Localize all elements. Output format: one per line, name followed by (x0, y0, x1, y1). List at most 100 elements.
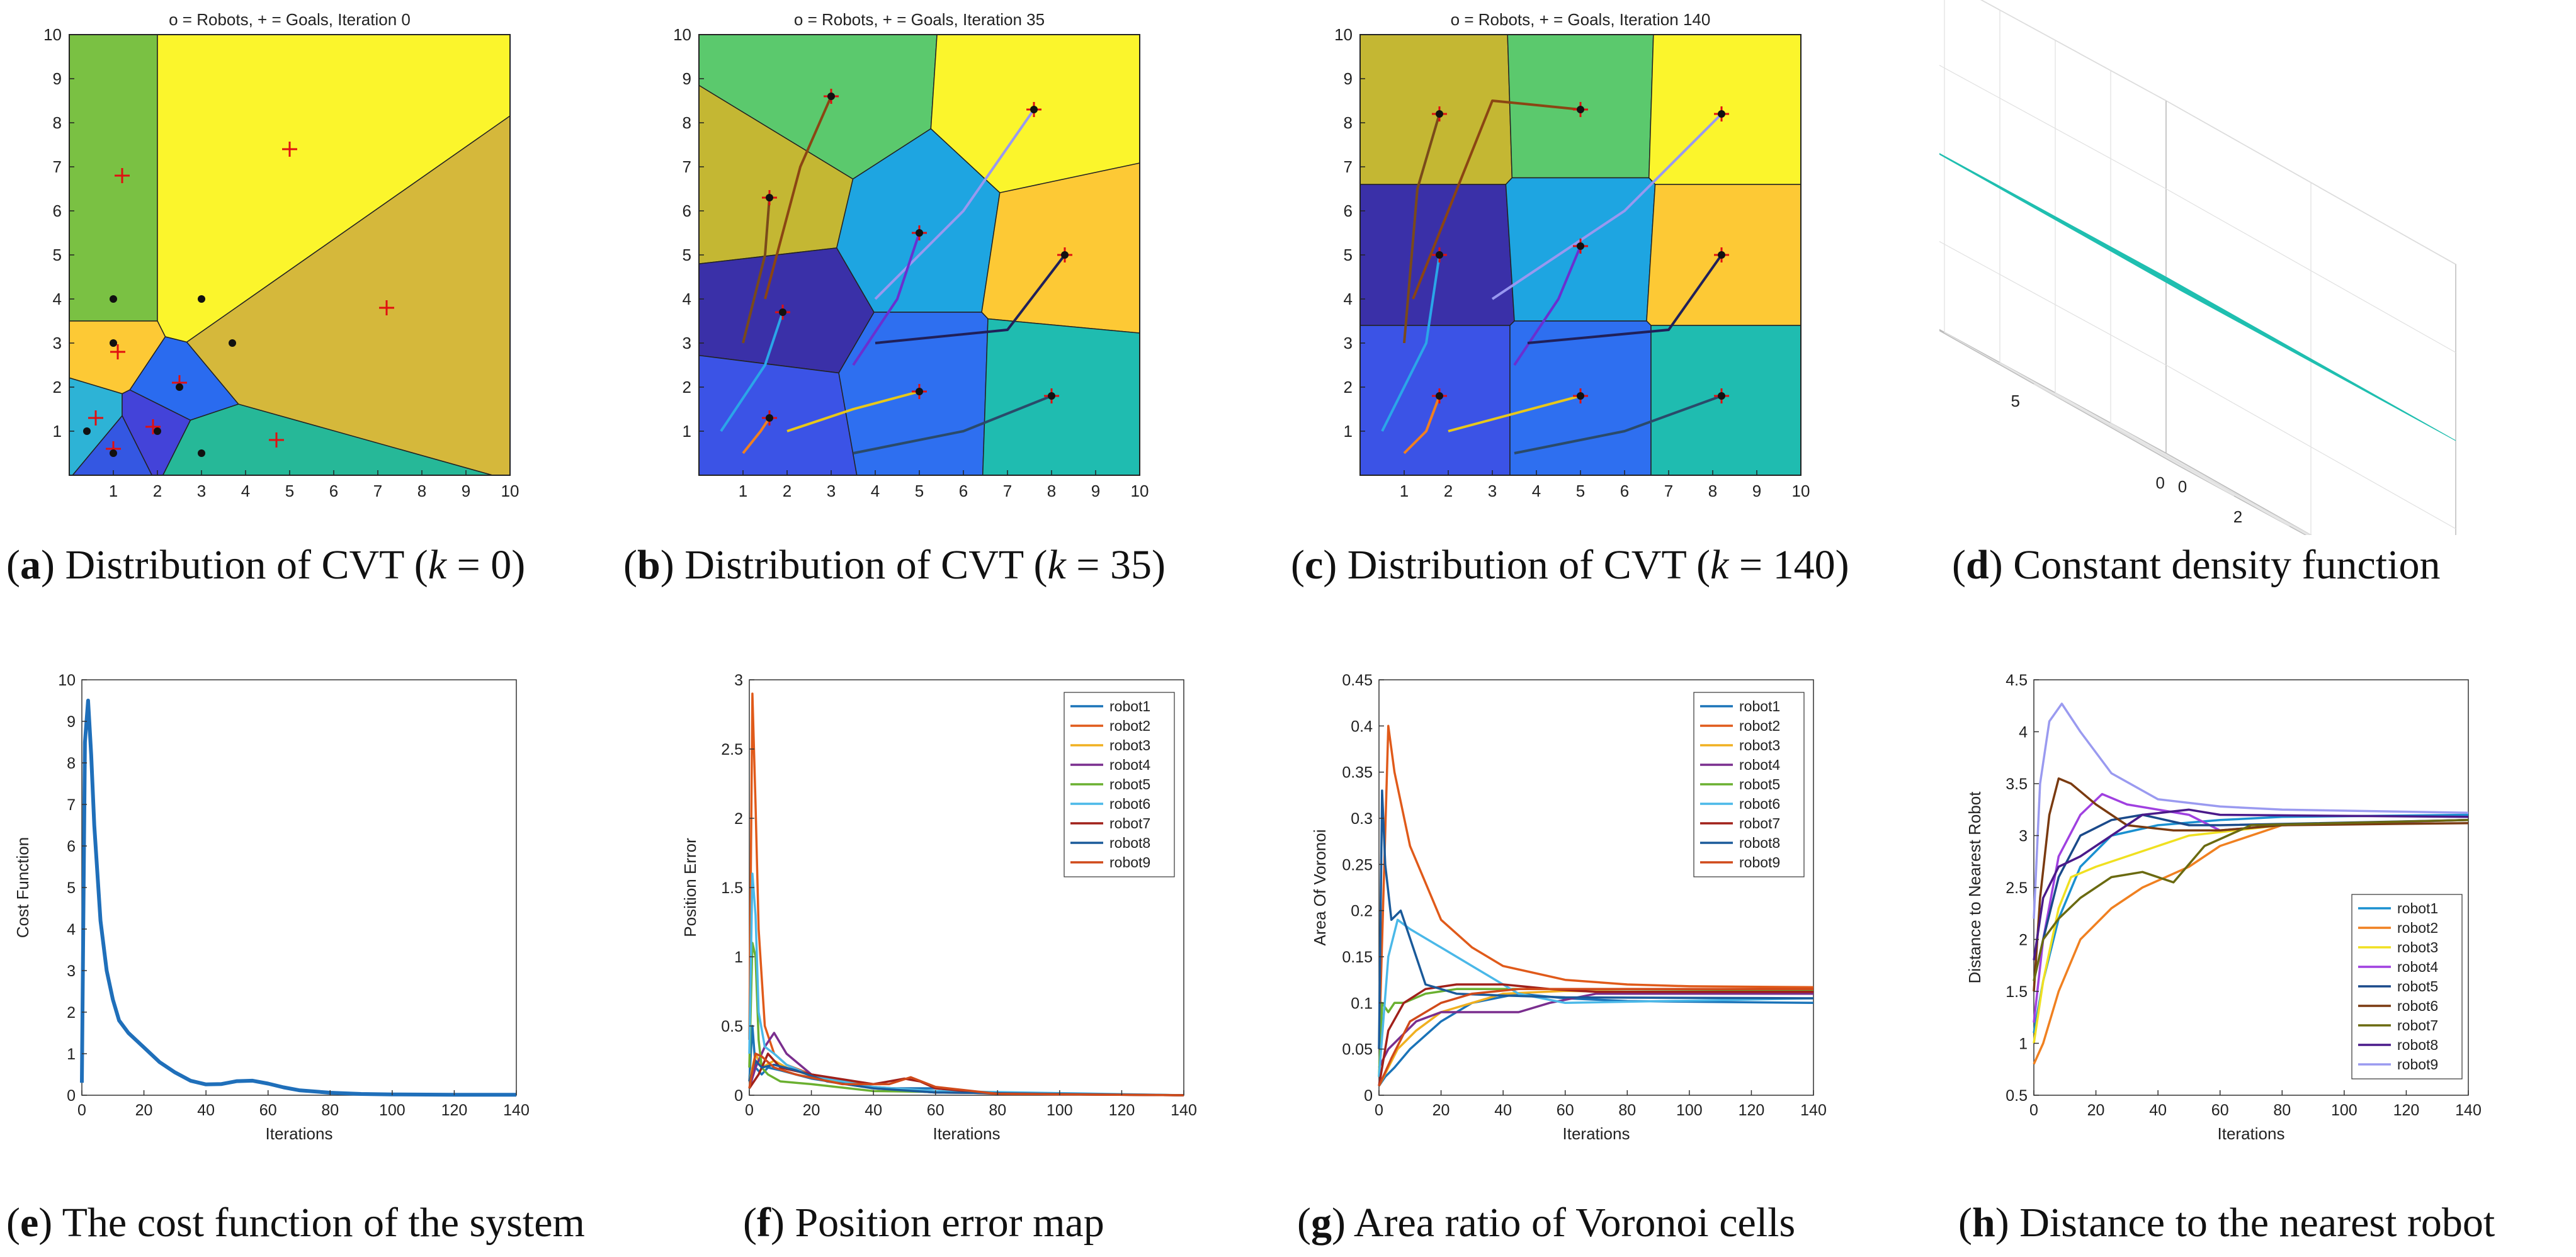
y-tick-label: 3.5 (2006, 775, 2028, 793)
y-tick-label: 3 (53, 334, 62, 352)
x-tick-label: 0 (1375, 1102, 1383, 1119)
robot-marker (1577, 242, 1584, 250)
x-tick-label: 40 (865, 1102, 882, 1119)
robot-marker (1577, 106, 1584, 113)
x-tick-label: 5 (1576, 482, 1585, 500)
legend-label: robot8 (1109, 835, 1150, 851)
caption-c: (c) Distribution of CVT (k = 140) (1291, 542, 1849, 588)
robot-marker (779, 308, 786, 316)
x-tick-label: 100 (2331, 1102, 2358, 1119)
y-tick-label: 5 (683, 245, 691, 264)
y-tick-label: 6 (683, 201, 691, 220)
y-tick-label: 1 (2019, 1035, 2028, 1053)
x-tick-label: 0 (2029, 1102, 2038, 1119)
y-tick-label: 7 (1344, 157, 1353, 176)
robot-marker (1030, 106, 1038, 113)
x-tick-label: 1 (739, 482, 747, 500)
robot-marker (1577, 392, 1584, 400)
x-tick-label: 9 (1091, 482, 1100, 500)
series-line-robot9 (2033, 702, 2469, 919)
caption-h: (h) Distance to the nearest robot (1958, 1200, 2495, 1246)
robot-marker (1436, 110, 1443, 118)
y-tick-label: 7 (53, 157, 62, 176)
x-tick-label: 10 (501, 482, 519, 500)
y-tick-label: 8 (67, 755, 76, 772)
x-tick-label: 140 (1800, 1102, 1827, 1119)
series-line-robot7 (1378, 983, 1813, 1086)
robot-marker (1436, 392, 1443, 400)
legend-label: robot8 (1739, 835, 1780, 851)
x-tick-label: 0 (77, 1102, 86, 1119)
robot-marker (916, 229, 923, 237)
z-gridline (1888, 213, 2456, 529)
x-tick-label: 80 (321, 1102, 339, 1119)
series-line-robot6 (1378, 918, 1814, 1077)
panel-d: 00.511.5202468100510 (1856, 0, 2576, 647)
series-line-robot7 (2033, 819, 2469, 981)
y-tick-label: 4 (67, 921, 76, 939)
x-axis-label: Iterations (1563, 1124, 1630, 1143)
legend-label: robot2 (1109, 718, 1150, 734)
y-tick-label: 9 (53, 69, 62, 88)
x-tick-label: 4 (871, 482, 880, 500)
goal-marker (110, 344, 125, 359)
panel-a: o = Robots, + = Goals, Iteration 0 1 2 3 4 5 6… (0, 0, 554, 504)
y-axis-label: Cost Function (13, 837, 32, 938)
legend-label: robot9 (1109, 854, 1150, 871)
y-tick-label: 7 (683, 157, 691, 176)
chart-c: o = Robots, + = Goals, Iteration 140 1 2 3 4… (1334, 10, 1810, 500)
y-tick-label: 0.2 (1351, 903, 1373, 920)
x-tick-label: 0 (2178, 477, 2187, 496)
x-tick-label: 10 (1131, 482, 1149, 500)
y-tick-label: 1.5 (2006, 983, 2028, 1001)
trajectory-line (720, 312, 784, 432)
goal-marker (88, 410, 103, 426)
robot-marker (766, 194, 773, 201)
y-tick-label: 3 (67, 962, 76, 980)
x-axis-label: Iterations (933, 1124, 1001, 1143)
x-tick-label: 100 (1676, 1102, 1703, 1119)
legend-label: robot4 (1739, 757, 1780, 773)
x-gridline (2110, 70, 2401, 587)
robot-marker (1718, 251, 1725, 259)
x-tick-label: 140 (1171, 1102, 1197, 1119)
legend-label: robot6 (1109, 796, 1150, 812)
y-tick-label: 0 (67, 1087, 76, 1105)
y-tick-label: 2.5 (2006, 879, 2028, 897)
y-tick-label: 4 (2019, 724, 2028, 741)
chart-d: 00.511.5202468100510 (1856, 0, 2468, 647)
robot-marker (827, 93, 835, 100)
x-tick-label: 100 (1047, 1102, 1073, 1119)
caption-f: (f) Position error map (743, 1200, 1104, 1246)
y-tick-label: 10 (1334, 25, 1353, 44)
goal-marker (379, 300, 394, 315)
legend-label: robot1 (1739, 698, 1780, 714)
x-axis-label: Iterations (2218, 1124, 2285, 1143)
trajectory-line (786, 390, 920, 432)
y-tick-label: 4 (1344, 290, 1353, 308)
robot-marker (1436, 251, 1443, 259)
y-tick-label: 1 (67, 1046, 76, 1063)
series-line-robot5 (2033, 813, 2469, 981)
x-tick-label: 3 (1488, 482, 1497, 500)
x-tick-label: 4 (1532, 482, 1541, 500)
series-line-robot9 (748, 1052, 1184, 1096)
trajectory-line (764, 96, 832, 300)
x-tick-label: 20 (2087, 1102, 2105, 1119)
legend-label: robot7 (1739, 815, 1780, 831)
y-tick-label: 0.35 (1342, 764, 1373, 782)
series-line-robot9 (1378, 988, 1813, 1087)
caption-e: (e) The cost function of the system (6, 1200, 585, 1246)
legend-label: robot8 (2397, 1037, 2438, 1053)
y-tick-label: 1 (53, 422, 62, 441)
x-tick-label: 20 (135, 1102, 153, 1119)
trajectory-line (1412, 99, 1581, 300)
chart-title: o = Robots, + = Goals, Iteration 140 (1451, 10, 1711, 29)
y-tick-label: 6 (1344, 201, 1353, 220)
x-tick-label: 9 (462, 482, 470, 500)
caption-g: (g) Area ratio of Voronoi cells (1297, 1200, 1796, 1246)
legend-label: robot6 (1739, 796, 1780, 812)
panel-g: 0 20 40 60 80 100 120 140 0 0.05 0.1 0.15 0.2 0.25 0.3… (1297, 661, 1851, 1190)
goal-marker (282, 142, 297, 157)
trajectory-line (852, 232, 921, 366)
